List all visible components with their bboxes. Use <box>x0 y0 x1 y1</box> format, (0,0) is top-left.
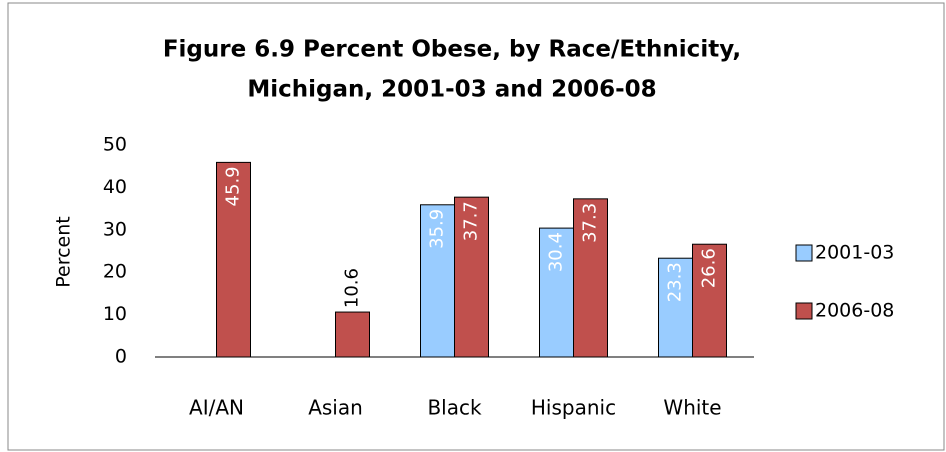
value-label: 10.6 <box>342 268 363 308</box>
x-tick-label: White <box>663 396 721 420</box>
value-label: 35.9 <box>427 209 448 249</box>
legend-label: 2001-03 <box>815 242 894 264</box>
legend-label: 2006-08 <box>815 300 894 322</box>
bar <box>454 196 489 358</box>
bar <box>573 198 608 358</box>
x-tick-label: Hispanic <box>531 396 616 420</box>
y-tick-label: 30 <box>103 218 127 240</box>
legend-swatch <box>795 244 813 262</box>
y-tick-label: 10 <box>103 303 127 325</box>
value-label: 30.4 <box>546 232 567 272</box>
value-label: 26.6 <box>699 248 720 288</box>
x-tick-label: AI/AN <box>189 396 244 420</box>
bar <box>420 204 455 358</box>
y-tick-label: 20 <box>103 261 127 283</box>
legend-swatch <box>795 302 813 320</box>
value-label: 37.3 <box>580 203 601 243</box>
value-label: 23.3 <box>665 262 686 302</box>
x-tick-label: Black <box>427 396 482 420</box>
value-label: 37.7 <box>461 201 482 241</box>
y-axis-label: Percent <box>53 216 75 288</box>
x-tick-label: Asian <box>308 396 363 420</box>
value-label: 45.9 <box>223 166 244 206</box>
y-tick-label: 50 <box>103 134 127 156</box>
bar <box>335 311 370 358</box>
chart-title: Figure 6.9 Percent Obese, by Race/Ethnic… <box>163 37 741 63</box>
bar <box>216 161 251 358</box>
chart-title: Michigan, 2001-03 and 2006-08 <box>247 77 656 103</box>
bar <box>692 243 727 358</box>
y-tick-label: 0 <box>115 346 127 368</box>
y-tick-label: 40 <box>103 176 127 198</box>
